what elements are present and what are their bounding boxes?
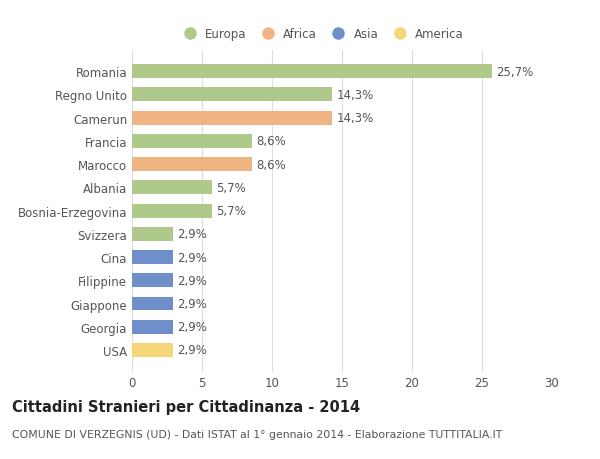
Text: 14,3%: 14,3% [337,112,374,125]
Legend: Europa, Africa, Asia, America: Europa, Africa, Asia, America [175,24,467,44]
Text: Cittadini Stranieri per Cittadinanza - 2014: Cittadini Stranieri per Cittadinanza - 2… [12,399,360,414]
Bar [132,204,212,218]
Text: 8,6%: 8,6% [257,135,286,148]
Text: 2,9%: 2,9% [177,274,206,287]
Text: 8,6%: 8,6% [257,158,286,171]
Bar [132,181,212,195]
Bar [132,112,332,125]
Text: 25,7%: 25,7% [496,66,533,78]
Text: 2,9%: 2,9% [177,344,206,357]
Text: 5,7%: 5,7% [216,205,246,218]
Bar [132,343,173,357]
Bar [132,297,173,311]
Text: 2,9%: 2,9% [177,251,206,264]
Bar [132,227,173,241]
Text: COMUNE DI VERZEGNIS (UD) - Dati ISTAT al 1° gennaio 2014 - Elaborazione TUTTITAL: COMUNE DI VERZEGNIS (UD) - Dati ISTAT al… [12,429,502,439]
Text: 5,7%: 5,7% [216,181,246,195]
Bar [132,158,253,172]
Text: 2,9%: 2,9% [177,228,206,241]
Text: 14,3%: 14,3% [337,89,374,102]
Bar [132,320,173,334]
Bar [132,274,173,288]
Bar [132,65,492,79]
Text: 2,9%: 2,9% [177,320,206,334]
Text: 2,9%: 2,9% [177,297,206,310]
Bar [132,251,173,264]
Bar [132,134,253,149]
Bar [132,88,332,102]
